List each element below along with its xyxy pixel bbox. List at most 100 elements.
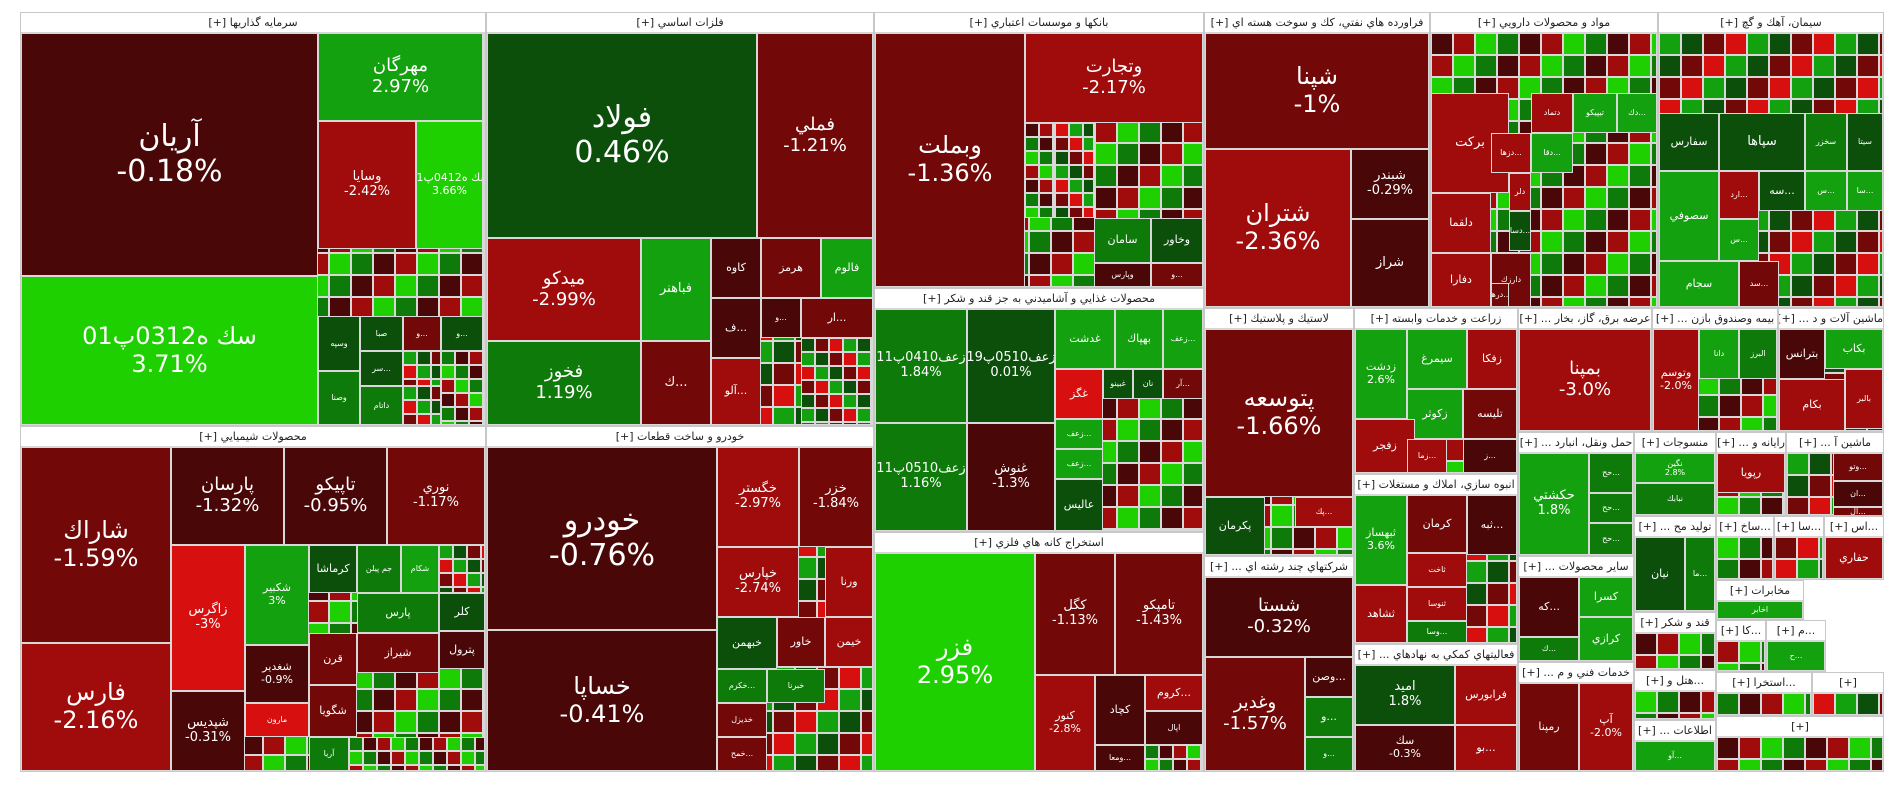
stock-tile-small[interactable] xyxy=(1717,537,1739,559)
stock-tile-small[interactable] xyxy=(857,422,871,425)
stock-tile-small[interactable] xyxy=(481,587,485,593)
stock-tile-small[interactable] xyxy=(441,393,455,407)
stock-tile[interactable]: كاوه xyxy=(711,238,761,298)
stock-tile-small[interactable] xyxy=(1487,627,1509,643)
stock-tile[interactable]: دانا xyxy=(1699,329,1739,379)
stock-tile-small[interactable] xyxy=(1791,253,1813,275)
stock-tile[interactable]: فرابورس xyxy=(1455,665,1517,725)
stock-tile-small[interactable] xyxy=(1835,693,1857,715)
stock-tile[interactable]: وغدير -1.57% xyxy=(1205,657,1305,771)
stock-tile-small[interactable] xyxy=(1069,123,1083,137)
stock-tile-small[interactable] xyxy=(1139,121,1161,143)
stock-tile-small[interactable] xyxy=(1541,187,1563,209)
stock-tile[interactable]: وسايا -2.42% xyxy=(318,121,416,249)
stock-tile-small[interactable] xyxy=(1475,33,1497,55)
stock-tile-small[interactable] xyxy=(871,408,873,422)
stock-tile-small[interactable] xyxy=(1805,759,1827,771)
stock-tile[interactable]: اخابر xyxy=(1717,601,1803,619)
sector-expand-button[interactable]: [+] xyxy=(1229,312,1251,325)
stock-tile-small[interactable] xyxy=(377,751,391,765)
stock-tile-small[interactable] xyxy=(843,366,857,380)
stock-tile-small[interactable] xyxy=(1187,745,1201,759)
sector-expand-button[interactable]: [+] xyxy=(1638,520,1660,533)
stock-tile-small[interactable] xyxy=(419,765,433,771)
stock-tile-small[interactable] xyxy=(1055,193,1069,207)
stock-tile-small[interactable] xyxy=(1857,231,1879,253)
stock-tile-small[interactable] xyxy=(405,737,419,751)
stock-tile-small[interactable] xyxy=(1717,663,1739,671)
stock-tile[interactable]: ...وسا xyxy=(1407,621,1467,643)
sector-expand-button[interactable]: [+] xyxy=(923,292,945,305)
stock-tile-small[interactable] xyxy=(395,711,417,733)
stock-tile-small[interactable] xyxy=(1717,737,1739,759)
stock-tile-small[interactable] xyxy=(1717,641,1739,663)
sector-expand-button[interactable]: [+] xyxy=(1655,312,1678,325)
stock-tile-small[interactable] xyxy=(1139,485,1161,507)
stock-tile-small[interactable] xyxy=(483,121,485,143)
stock-tile-small[interactable] xyxy=(815,394,829,408)
stock-tile[interactable]: ...زعف xyxy=(1055,419,1103,449)
stock-tile[interactable]: آپ -2.0% xyxy=(1579,683,1633,771)
stock-tile[interactable]: ...ار xyxy=(801,298,873,338)
stock-tile-small[interactable] xyxy=(1183,397,1203,419)
stock-tile[interactable]: ...ما xyxy=(1685,537,1715,611)
stock-tile-small[interactable] xyxy=(815,380,829,394)
stock-tile[interactable]: ...ال xyxy=(1833,507,1883,515)
stock-tile-small[interactable] xyxy=(1563,231,1585,253)
stock-tile-small[interactable] xyxy=(857,338,871,352)
stock-tile[interactable]: ...حح xyxy=(1589,453,1633,493)
stock-tile-small[interactable] xyxy=(467,587,481,593)
stock-tile-small[interactable] xyxy=(1025,137,1039,151)
stock-tile-small[interactable] xyxy=(1827,759,1849,771)
stock-tile-small[interactable] xyxy=(1879,77,1883,99)
stock-tile[interactable]: فزر 2.95% xyxy=(875,553,1035,771)
stock-tile-small[interactable] xyxy=(1073,275,1095,287)
stock-tile-small[interactable] xyxy=(1069,165,1083,179)
stock-tile[interactable]: ...و xyxy=(441,316,483,351)
stock-tile[interactable]: ...ك xyxy=(641,341,711,425)
stock-tile-small[interactable] xyxy=(1769,77,1791,99)
stock-tile[interactable]: خساپا -0.41% xyxy=(487,630,717,771)
stock-tile[interactable]: اميد 1.8% xyxy=(1355,665,1455,725)
sector-title[interactable]: عرضه برق، گاز، بخار ... [+] xyxy=(1519,309,1651,329)
stock-tile-small[interactable] xyxy=(1541,253,1563,275)
stock-tile-small[interactable] xyxy=(1761,497,1783,515)
stock-tile-small[interactable] xyxy=(467,573,481,587)
stock-tile[interactable]: ...خكرم xyxy=(717,669,767,703)
stock-tile-small[interactable] xyxy=(871,366,873,380)
stock-tile-small[interactable] xyxy=(1083,207,1094,218)
stock-tile-small[interactable] xyxy=(1697,417,1719,431)
stock-tile-small[interactable] xyxy=(1139,529,1161,531)
stock-tile-small[interactable] xyxy=(439,559,453,573)
sector-title[interactable]: بيمه وصندوق بازن ... [+] xyxy=(1653,309,1777,329)
stock-tile-small[interactable] xyxy=(1725,33,1747,55)
stock-tile-small[interactable] xyxy=(1797,537,1819,559)
stock-tile-small[interactable] xyxy=(1659,55,1681,77)
stock-tile-small[interactable] xyxy=(1073,231,1095,253)
stock-tile-small[interactable] xyxy=(1857,77,1879,99)
stock-tile-small[interactable] xyxy=(1879,297,1883,307)
stock-tile[interactable]: ...دسا xyxy=(1509,211,1531,251)
stock-tile[interactable]: ثشاهد xyxy=(1355,585,1407,643)
stock-tile[interactable]: ...زما xyxy=(1407,439,1447,473)
stock-tile-small[interactable] xyxy=(1857,693,1879,715)
stock-tile[interactable]: غگز xyxy=(1055,369,1103,419)
stock-tile-small[interactable] xyxy=(795,733,817,755)
stock-tile-small[interactable] xyxy=(1563,209,1585,231)
stock-tile[interactable]: ...زعف xyxy=(1055,449,1103,479)
stock-tile-small[interactable] xyxy=(1835,55,1857,77)
stock-tile-small[interactable] xyxy=(1747,55,1769,77)
stock-tile-small[interactable] xyxy=(461,667,483,689)
stock-tile-small[interactable] xyxy=(417,414,431,425)
stock-tile[interactable]: غبينو xyxy=(1103,369,1133,399)
stock-tile-small[interactable] xyxy=(1025,179,1039,193)
stock-tile[interactable]: وصنا xyxy=(318,371,360,425)
stock-tile-small[interactable] xyxy=(1025,193,1039,207)
stock-tile-small[interactable] xyxy=(419,737,433,751)
stock-tile-small[interactable] xyxy=(843,394,857,408)
stock-tile[interactable]: خزر -1.84% xyxy=(799,447,873,547)
stock-tile-small[interactable] xyxy=(1739,663,1761,671)
stock-tile-small[interactable] xyxy=(1145,759,1159,771)
stock-tile-small[interactable] xyxy=(1703,55,1725,77)
stock-tile-small[interactable] xyxy=(441,379,455,393)
